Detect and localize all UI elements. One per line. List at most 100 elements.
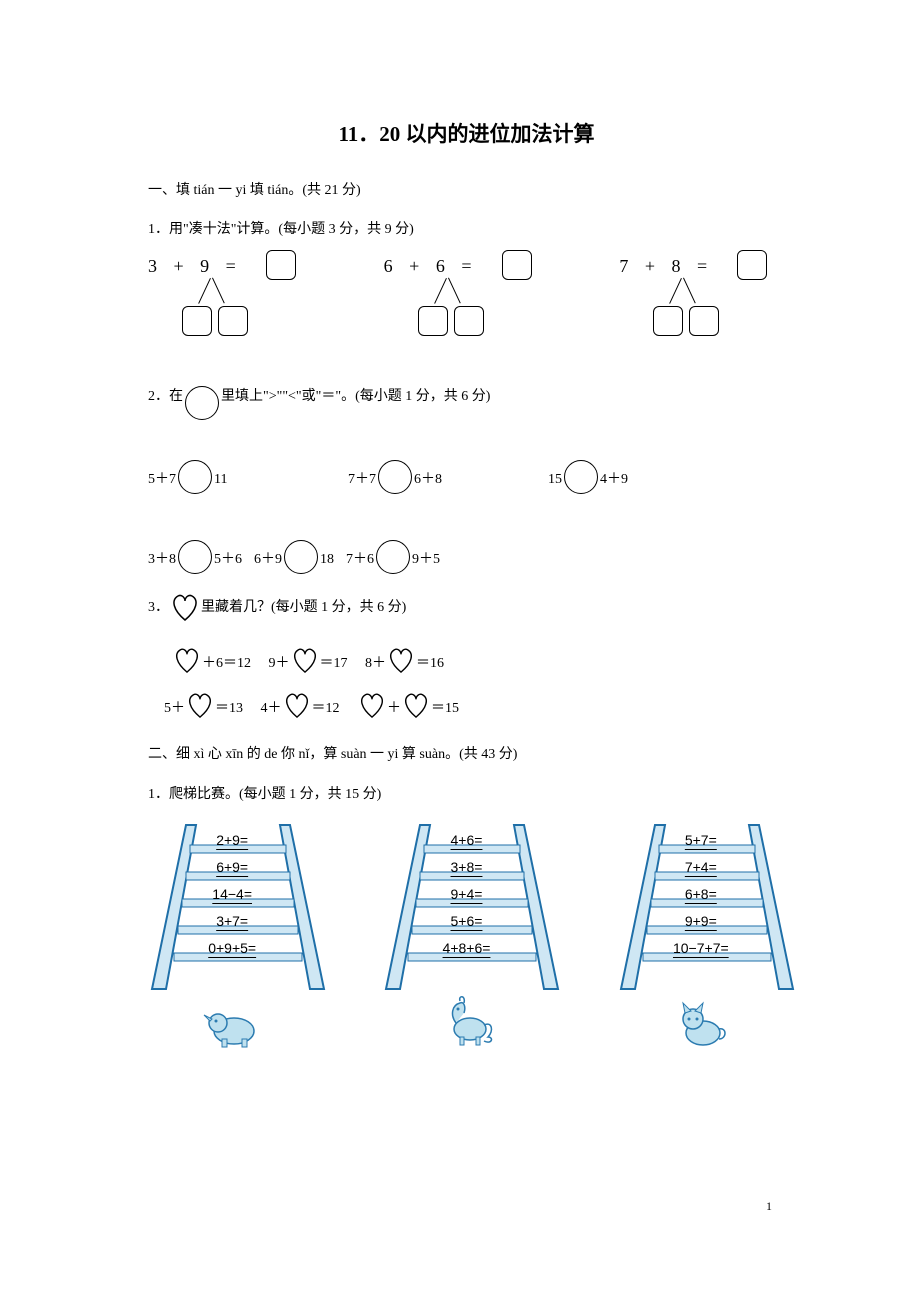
maketen-item: 3 + 9 = (148, 256, 314, 366)
compare-right: 18 (320, 552, 334, 568)
addend-b: 8 (672, 256, 687, 276)
compare-left: 7＋6 (346, 548, 374, 568)
ladder-row[interactable]: 6+9= (148, 854, 316, 881)
answer-box[interactable] (737, 250, 767, 280)
p3-heading-pre: 3． (148, 600, 169, 615)
heart-blank[interactable] (290, 646, 320, 689)
heart-item: ＋6＝12 (172, 642, 251, 685)
heart-blank[interactable] (386, 646, 416, 689)
split-line (670, 278, 683, 304)
ladder-row[interactable]: 9+9= (617, 908, 785, 935)
op-plus: + (409, 256, 425, 276)
compare-right: 4＋9 (600, 468, 628, 488)
split-box[interactable] (182, 306, 212, 336)
heart-blank[interactable] (172, 646, 202, 689)
compare-left: 15 (548, 472, 562, 488)
split-box[interactable] (653, 306, 683, 336)
p1-heading: 1．用"凑十法"计算。(每小题 3 分，共 9 分) (148, 217, 785, 242)
split-line (683, 278, 696, 304)
heart-item: 9＋＝17 (269, 642, 348, 685)
compare-blank[interactable] (564, 460, 598, 494)
ladder-row[interactable]: 5+6= (382, 908, 550, 935)
ladder-row[interactable]: 10−7+7= (617, 935, 785, 962)
compare-blank[interactable] (178, 460, 212, 494)
ladder-rows: 5+7= 7+4= 6+8= 9+9= 10−7+7= (617, 827, 785, 962)
heart-mid: ＋ (387, 701, 401, 716)
heart-mid: ＝13 (215, 701, 243, 716)
ladder-row[interactable]: 4+8+6= (382, 935, 550, 962)
heart-mid: ＋6＝12 (202, 655, 251, 670)
p3-heading: 3．里藏着几？(每小题 1 分，共 6 分) (148, 588, 785, 627)
p2-row1: 5＋711 7＋76＋8 154＋9 (148, 428, 785, 488)
ladder-rows: 4+6= 3+8= 9+4= 5+6= 4+8+6= (382, 827, 550, 962)
op-plus: + (645, 256, 661, 276)
op-eq: = (226, 256, 242, 276)
heart-blank[interactable] (282, 691, 312, 734)
page-number: 1 (766, 1199, 772, 1214)
compare-right: 5＋6 (214, 548, 242, 568)
split-line (448, 278, 461, 304)
pony-icon (436, 993, 496, 1049)
compare-blank[interactable] (284, 540, 318, 574)
op-eq: = (461, 256, 477, 276)
compare-right: 11 (214, 472, 227, 488)
compare-item: 3＋85＋6 (148, 508, 242, 568)
heart-blank[interactable] (185, 691, 215, 734)
ladder-row[interactable]: 3+7= (148, 908, 316, 935)
heart-mid: ＝12 (312, 701, 340, 716)
ladder-row[interactable]: 4+6= (382, 827, 550, 854)
heart-item: 8＋＝16 (365, 642, 444, 685)
heart-blank[interactable] (357, 691, 387, 734)
compare-item: 7＋6 9＋5 (346, 508, 440, 568)
split-box[interactable] (454, 306, 484, 336)
op-plus: + (174, 256, 190, 276)
addend-a: 3 (148, 256, 163, 276)
maketen-eq: 6 + 6 = (384, 256, 478, 277)
section2-heading: 二、细 xì 心 xīn 的 de 你 nǐ，算 suàn 一 yi 算 suà… (148, 742, 785, 767)
ladder-row[interactable]: 9+4= (382, 881, 550, 908)
compare-right: 9＋5 (412, 548, 440, 568)
section1-heading: 一、填 tián 一 yi 填 tián。(共 21 分) (148, 178, 785, 203)
maketen-item: 7 + 8 = (619, 256, 785, 366)
compare-left: 6＋9 (254, 548, 282, 568)
ladder-row[interactable]: 5+7= (617, 827, 785, 854)
compare-blank[interactable] (178, 540, 212, 574)
answer-box[interactable] (502, 250, 532, 280)
ladder: 5+7= 7+4= 6+8= 9+9= 10−7+7= (617, 821, 785, 1049)
ladder-row[interactable]: 7+4= (617, 854, 785, 881)
ladder-row[interactable]: 2+9= (148, 827, 316, 854)
answer-box[interactable] (266, 250, 296, 280)
split-line (198, 278, 211, 304)
ladder: 2+9= 6+9= 14−4= 3+7= 0+9+5= (148, 821, 316, 1049)
cat-icon (673, 999, 729, 1049)
p3-rowb: 5＋＝13 4＋＝12 ＋＝15 (148, 687, 785, 730)
split-line (212, 278, 225, 304)
compare-right: 6＋8 (414, 468, 442, 488)
heart-mid2: ＝15 (431, 701, 459, 716)
split-box[interactable] (218, 306, 248, 336)
maketen-item: 6 + 6 = (384, 256, 550, 366)
s2p1-heading: 1．爬梯比赛。(每小题 1 分，共 15 分) (148, 782, 785, 807)
addend-a: 7 (619, 256, 634, 276)
ladder-row[interactable]: 0+9+5= (148, 935, 316, 962)
compare-left: 7＋7 (348, 468, 376, 488)
rhino-icon (202, 999, 262, 1049)
maketen-eq: 7 + 8 = (619, 256, 713, 277)
ladder-row[interactable]: 6+8= (617, 881, 785, 908)
compare-blank[interactable] (376, 540, 410, 574)
circle-icon (185, 386, 219, 420)
split-box[interactable] (689, 306, 719, 336)
addend-b: 6 (436, 256, 451, 276)
ladder-row[interactable]: 3+8= (382, 854, 550, 881)
split-box[interactable] (418, 306, 448, 336)
compare-item: 15 4＋9 (548, 428, 628, 488)
compare-blank[interactable] (378, 460, 412, 494)
ladder-row[interactable]: 14−4= (148, 881, 316, 908)
compare-item: 6＋9 18 (254, 508, 334, 568)
heart-icon (169, 592, 201, 631)
p2-heading: 2．在里填上">""<"或"＝"。(每小题 1 分，共 6 分) (148, 380, 785, 414)
p2-heading-pre: 2．在 (148, 390, 183, 405)
heart-blank[interactable] (401, 691, 431, 734)
heart-mid: ＝17 (320, 655, 348, 670)
heart-pre: 8＋ (365, 655, 386, 670)
